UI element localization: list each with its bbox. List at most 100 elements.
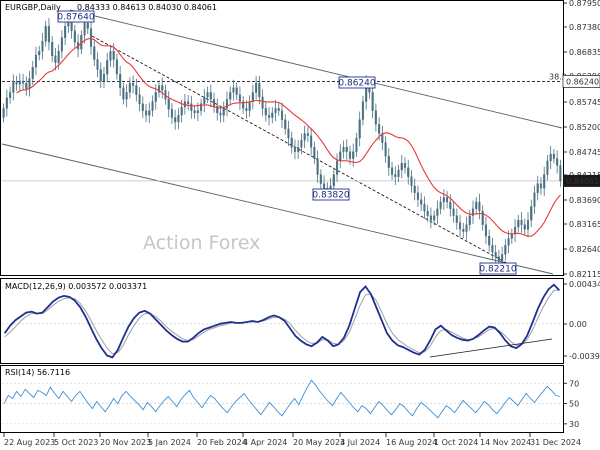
time-tick-label: 4 Apr 2024 (243, 438, 287, 447)
macd-tick-label: 0.004341 (569, 280, 600, 289)
candle-body (323, 183, 326, 189)
price-candles (2, 10, 562, 270)
candle-body (287, 128, 290, 139)
candle-body (38, 51, 41, 56)
price-tick-label: 0.86835 (569, 48, 600, 57)
time-tick-label: 5 Oct 2023 (54, 438, 98, 447)
candle-body (196, 110, 199, 114)
candle-body (391, 167, 394, 175)
candle-body (416, 192, 419, 200)
candle-body (5, 97, 8, 109)
candle-body (274, 108, 277, 114)
candle-body (216, 105, 219, 114)
candle-body (394, 174, 397, 177)
candle-body (306, 133, 309, 136)
candle-body (242, 101, 245, 109)
candle-body (34, 54, 38, 68)
candle-body (533, 192, 536, 207)
macd-axis: 0.004341 0.00 -0.003916 (563, 280, 600, 361)
ma-series (16, 38, 561, 237)
fib-value-tag (562, 75, 600, 88)
candle-body (99, 69, 102, 82)
candle-body (128, 83, 131, 93)
price-annotation-label: 0.87640 (57, 13, 94, 23)
candle-body (491, 245, 494, 253)
candle-body (106, 60, 109, 75)
candle-body (339, 151, 342, 162)
moving-average-line (16, 38, 561, 237)
candle-body (25, 83, 28, 89)
candle-body (358, 119, 361, 139)
candle-body (332, 174, 335, 187)
fib-level-label: 38.2 (549, 72, 567, 81)
macd-main-series (3, 283, 560, 359)
candle-body (290, 137, 293, 148)
time-tick-label: 20 May 2024 (293, 438, 345, 447)
candle-body (352, 151, 355, 159)
watermark-text: Action Forex (143, 232, 260, 254)
candle-body (73, 30, 76, 43)
macd-panel-frame (0, 278, 564, 364)
candle-body (47, 26, 50, 43)
candle-body (413, 185, 416, 193)
candle-body (371, 92, 374, 111)
candle-body (200, 103, 203, 111)
candle-body (54, 55, 57, 63)
candle-body (93, 46, 96, 60)
candle-body (219, 112, 222, 116)
candle-body (203, 96, 206, 104)
price-tick-label: 0.83690 (569, 196, 600, 205)
price-panel-frame (0, 0, 564, 276)
candle-body (141, 103, 144, 111)
candle-body (112, 51, 115, 60)
price-tick-label: 0.84745 (569, 148, 600, 157)
candle-body (517, 220, 520, 228)
candle-body (378, 124, 381, 134)
candle-body (293, 147, 296, 152)
candle-body (268, 115, 271, 118)
time-tick-label: 5 Jan 2024 (148, 438, 191, 447)
rsi-tick-label: 50 (569, 400, 579, 409)
candle-body (132, 83, 135, 86)
candle-body (22, 80, 25, 84)
candle-body (115, 59, 118, 75)
candle-body (138, 94, 141, 104)
candle-body (284, 119, 287, 130)
candle-body (539, 183, 542, 189)
time-tick-label: 20 Feb 2024 (197, 438, 247, 447)
candle-body (271, 112, 274, 118)
price-tick-label: 0.83165 (569, 220, 600, 229)
candle-body (148, 110, 151, 116)
price-annotation-label: 0.86240 (338, 79, 375, 89)
candle-body (556, 158, 559, 166)
candle-body (549, 153, 552, 162)
price-tick-label: 0.85745 (569, 98, 600, 107)
candle-body (122, 87, 125, 100)
price-tick-label: 0.87950 (569, 0, 600, 8)
candle-body (180, 106, 183, 116)
candle-body (18, 80, 21, 85)
time-tick-label: 22 Aug 2023 (4, 438, 55, 447)
candle-body (277, 108, 280, 111)
candle-body (44, 26, 47, 42)
candle-body (251, 92, 254, 102)
candle-body (559, 165, 562, 182)
macd-tick-label: -0.003916 (569, 352, 600, 361)
symbol-label: EURGBP,Daily (5, 3, 61, 12)
candle-body (15, 82, 18, 85)
candle-body (481, 210, 484, 225)
macd-title: MACD(12,26,9) 0.003572 0.003371 (5, 282, 147, 291)
candle-body (423, 204, 426, 212)
candle-body (222, 108, 225, 116)
candle-body (229, 92, 232, 100)
candle-body (264, 108, 267, 116)
candle-body (109, 51, 112, 61)
candle-body (12, 82, 15, 93)
macd-lines (2, 283, 562, 359)
candle-body (313, 147, 316, 159)
candle-body (60, 37, 63, 52)
price-tick-label: 0.87380 (569, 23, 600, 32)
candle-body (471, 208, 475, 216)
